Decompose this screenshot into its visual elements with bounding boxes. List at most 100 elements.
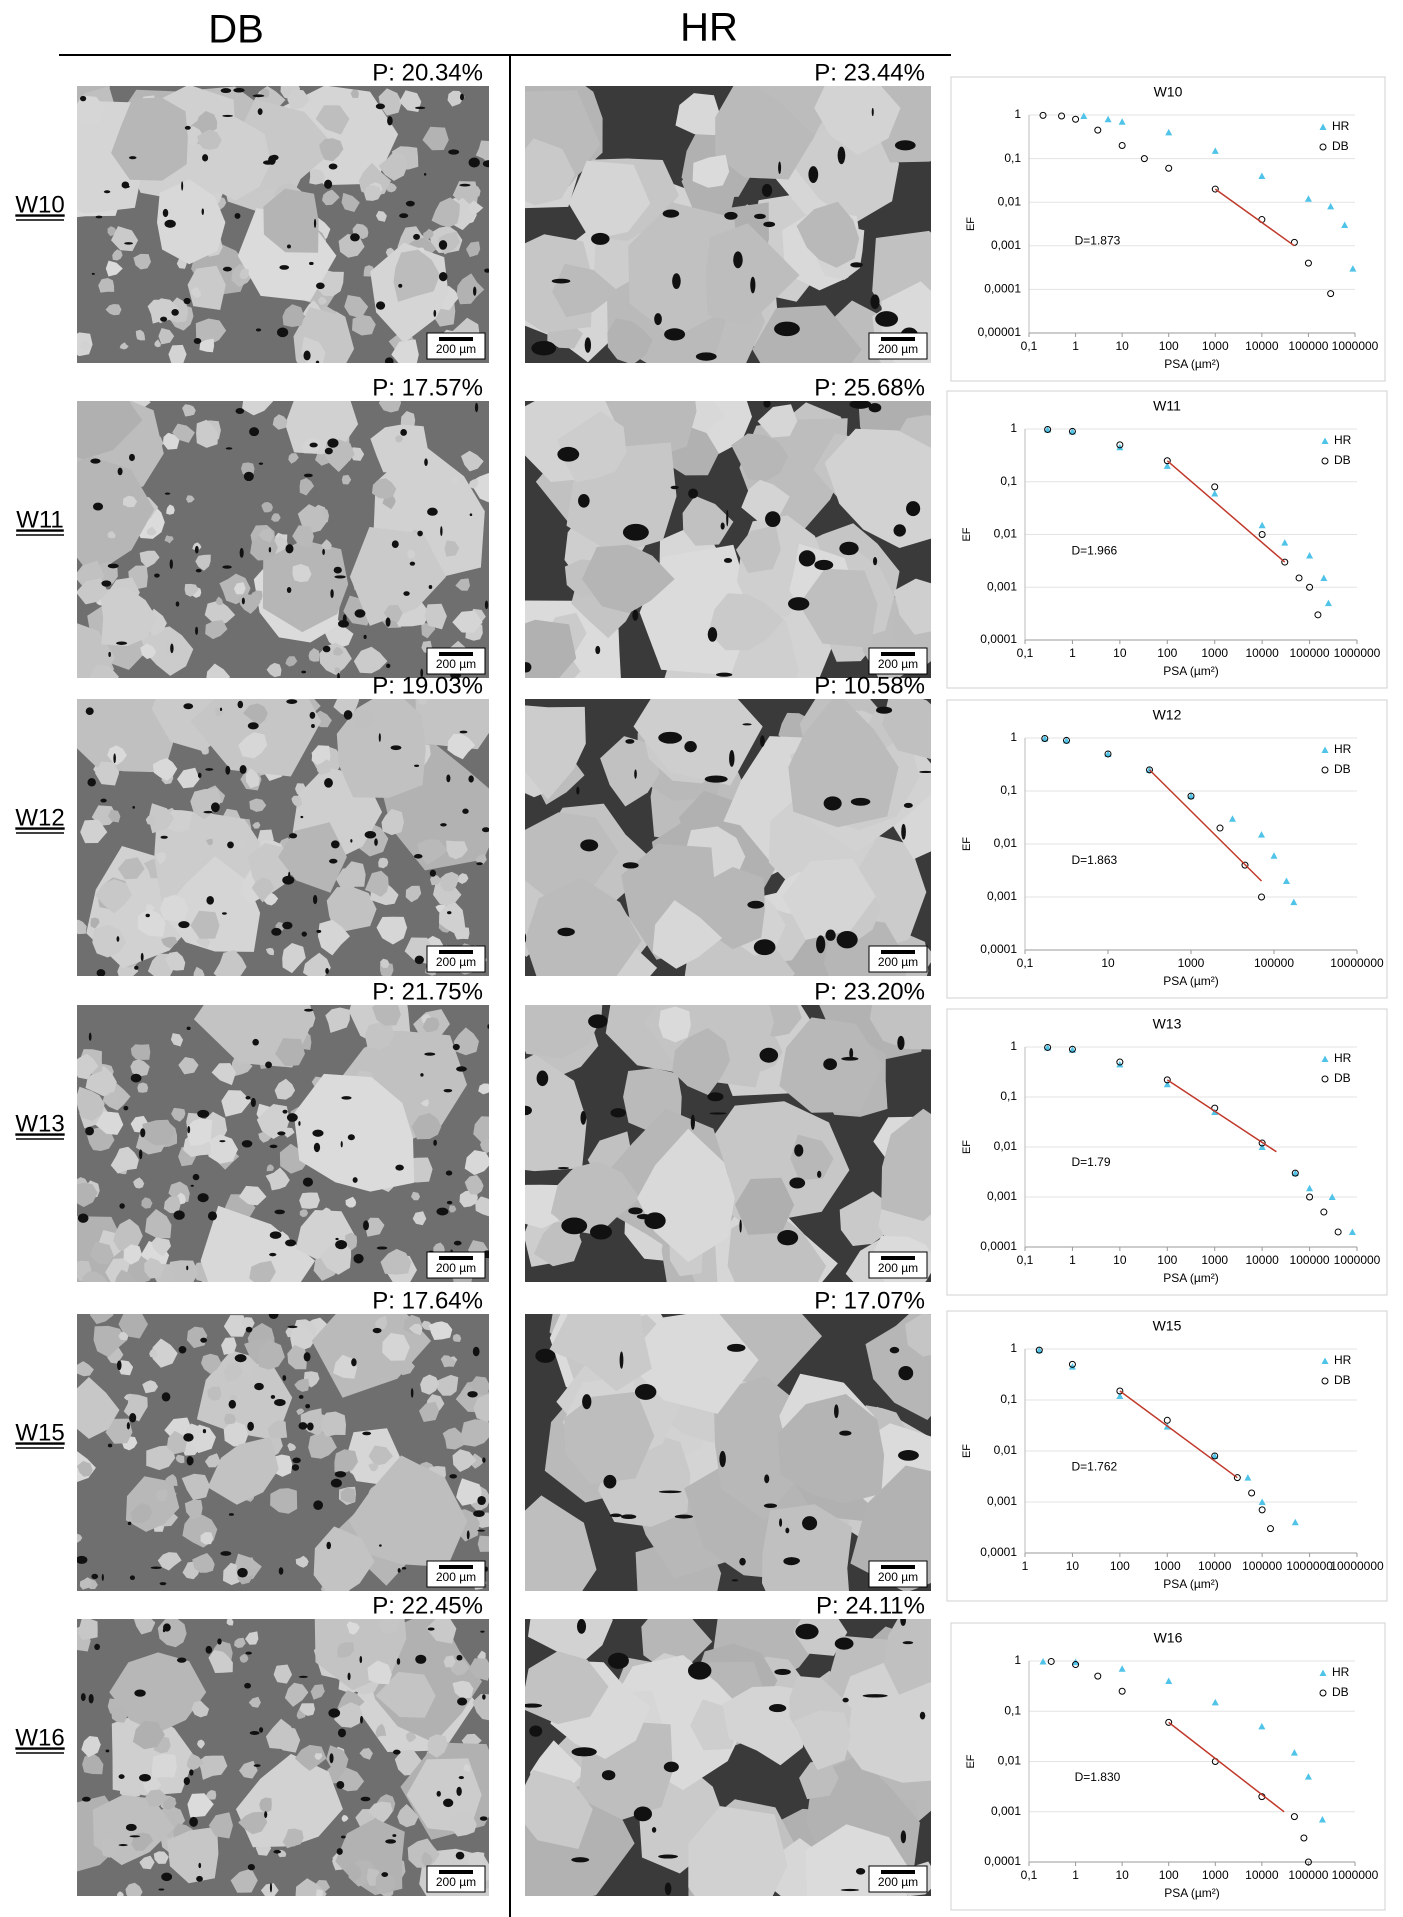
pore [239, 765, 247, 774]
grain [421, 623, 436, 639]
legend-label: HR [1334, 433, 1352, 447]
annotation: D=1.966 [1071, 544, 1117, 558]
grain [393, 249, 440, 302]
pore [420, 1073, 424, 1077]
pore [252, 94, 265, 98]
grain [200, 1205, 316, 1282]
pore [341, 1096, 352, 1100]
grain [452, 1333, 462, 1342]
pore [580, 1110, 587, 1125]
grain [470, 1453, 485, 1469]
pore [436, 1790, 441, 1797]
pore [529, 1725, 543, 1737]
pore [889, 1346, 900, 1354]
grain [607, 318, 653, 363]
legend-label: DB [1334, 762, 1351, 776]
pore [364, 831, 377, 839]
y-tick-label: 0,001 [987, 1189, 1017, 1203]
grain [192, 1553, 215, 1573]
grain [420, 1374, 440, 1395]
pore [403, 591, 410, 596]
grain [652, 900, 723, 969]
row-label: W15 [15, 1419, 64, 1446]
pore [903, 802, 913, 808]
grain [182, 404, 196, 417]
pore [525, 662, 532, 673]
grain [371, 478, 397, 499]
grain [186, 1326, 208, 1349]
x-tick-label: 0,1 [1017, 646, 1034, 660]
grain [287, 1442, 296, 1452]
data-point [1281, 539, 1289, 546]
x-tick-label: 1 [1072, 339, 1079, 353]
data-point [1258, 172, 1266, 179]
pore [761, 183, 773, 197]
pore [205, 768, 214, 771]
y-axis-label: EF [961, 837, 973, 851]
pore [525, 933, 527, 943]
grain [249, 1260, 276, 1282]
pore [159, 1582, 167, 1586]
grain [299, 1192, 320, 1209]
pore [243, 471, 254, 482]
pore [303, 1352, 311, 1362]
pore [557, 927, 575, 937]
grain [824, 428, 931, 548]
y-tick-label: 0,0001 [980, 1239, 1017, 1253]
pore [783, 1557, 800, 1565]
scale-bar [881, 1256, 915, 1260]
pore [233, 88, 245, 93]
grain [151, 1237, 171, 1257]
grain [372, 1005, 401, 1026]
grain [448, 1205, 457, 1213]
grain [814, 86, 901, 155]
grain [155, 852, 167, 865]
grain [149, 1348, 158, 1358]
data-point [1165, 1677, 1173, 1684]
grain [310, 1684, 325, 1700]
grain [142, 1380, 159, 1394]
grain [341, 474, 352, 485]
pore [468, 157, 480, 168]
grain [251, 877, 275, 903]
grain [464, 1150, 489, 1176]
pore [473, 1510, 485, 1517]
grain [224, 1413, 236, 1425]
grain [741, 479, 790, 522]
pore [129, 1413, 137, 1423]
pore [175, 601, 180, 607]
grain [315, 105, 350, 135]
grain [736, 525, 781, 573]
grain [201, 1353, 222, 1374]
grain [869, 1005, 931, 1050]
pore [654, 313, 662, 326]
pore [868, 402, 882, 413]
grain [130, 1059, 150, 1077]
pore [414, 764, 420, 767]
grain [350, 89, 359, 98]
pore [739, 1557, 746, 1566]
data-point [1290, 1749, 1298, 1756]
data-point [1291, 1518, 1299, 1526]
grain [273, 1664, 293, 1684]
data-point [1327, 202, 1335, 210]
pore [269, 1231, 282, 1239]
pore [119, 1203, 125, 1209]
grain [333, 699, 360, 718]
pore [313, 1142, 321, 1153]
x-tick-label: 1000000 [1332, 339, 1379, 353]
grain [122, 495, 138, 508]
grain [525, 705, 586, 800]
pore [88, 1032, 92, 1041]
data-point [1258, 831, 1266, 838]
pore [610, 1108, 626, 1118]
data-point [1116, 1058, 1124, 1066]
micrograph [77, 699, 489, 976]
data-point [1248, 1489, 1256, 1497]
pore [121, 181, 130, 189]
pore [217, 1638, 222, 1645]
grain [233, 582, 246, 595]
pore [326, 1541, 332, 1550]
grain [226, 1619, 234, 1626]
grain [197, 1739, 205, 1749]
